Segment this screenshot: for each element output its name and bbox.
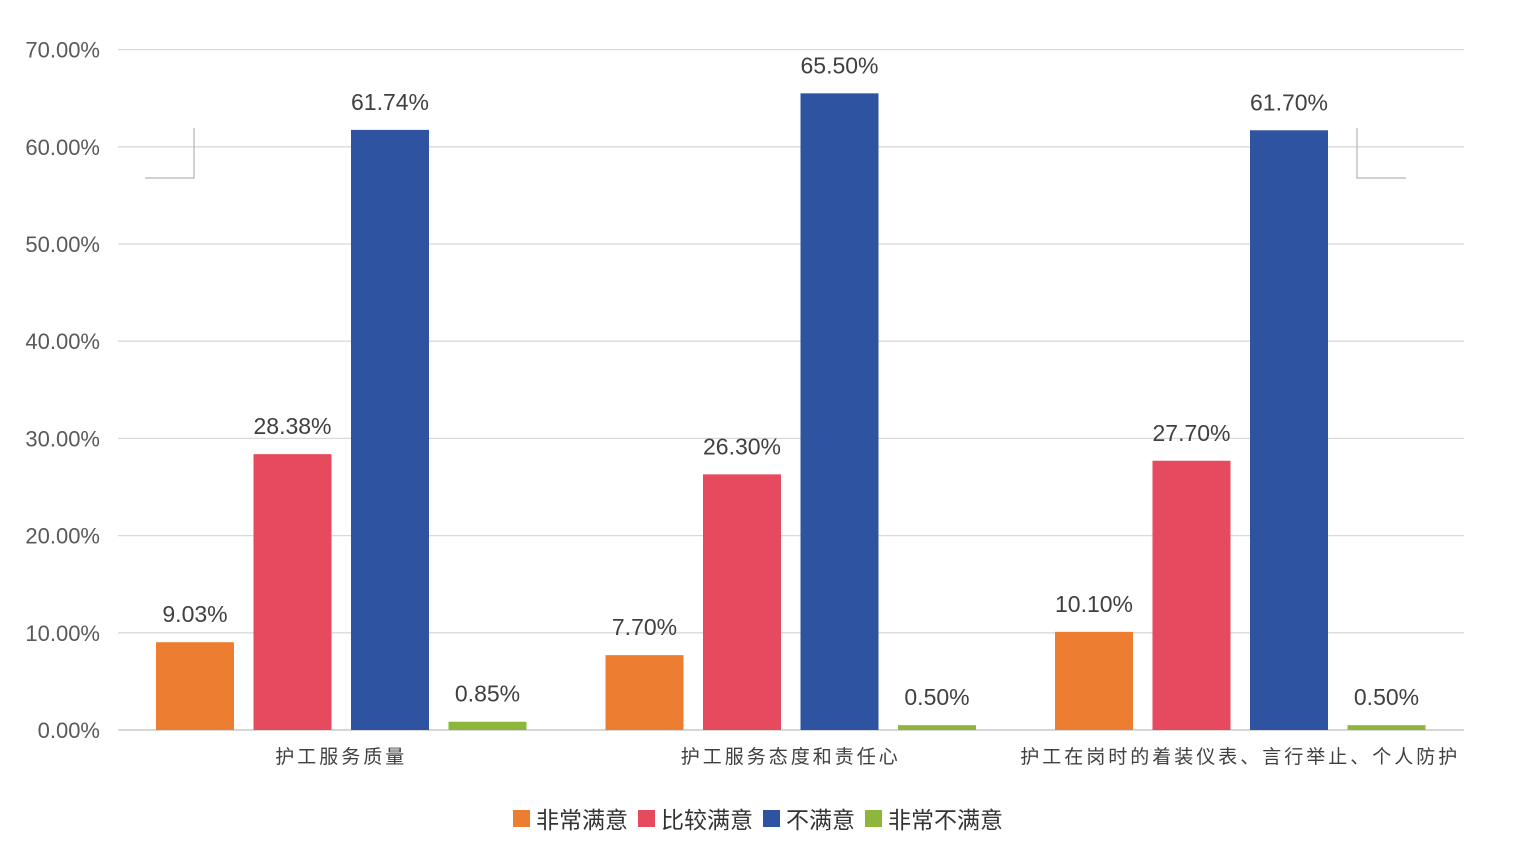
data-label: 10.10% <box>1055 591 1133 617</box>
data-label: 27.70% <box>1152 420 1230 446</box>
corner-mark-right <box>1356 128 1406 179</box>
y-axis-ticks: 0.00% 10.00% 20.00% 30.00% 40.00% 50.00% 60.00… <box>25 38 100 743</box>
data-label: 65.50% <box>800 52 878 78</box>
category-label: 护工服务态度和责任心 <box>681 746 901 768</box>
legend-item: 非常不满意 <box>865 801 1003 835</box>
legend-item: 比较满意 <box>638 801 753 835</box>
y-tick-label: 40.00% <box>25 329 100 354</box>
bars <box>156 93 1426 731</box>
legend-swatch <box>513 809 530 827</box>
bar <box>1055 631 1133 730</box>
y-tick-label: 70.00% <box>25 38 100 63</box>
gridlines <box>118 48 1464 731</box>
data-labels: 9.03% 28.38% 61.74% 0.85% 7.70% 26.30% 65.50% 0… <box>162 52 1419 710</box>
legend-swatch <box>865 809 882 827</box>
category-labels: 护工服务质量 护工服务态度和责任心 护工在岗时的着装仪表、言行举止、个人防护 <box>275 746 1460 768</box>
data-label: 26.30% <box>703 433 781 459</box>
data-label: 0.50% <box>904 684 969 710</box>
legend-label: 比较满意 <box>661 808 753 834</box>
legend-item: 不满意 <box>763 801 855 835</box>
legend-label: 不满意 <box>786 808 855 834</box>
bar <box>253 454 332 730</box>
category-label: 护工服务质量 <box>275 746 407 768</box>
bar <box>156 642 234 730</box>
data-label: 7.70% <box>612 614 677 640</box>
legend-label: 非常不满意 <box>888 808 1003 834</box>
legend-swatch <box>638 809 655 827</box>
bar <box>605 655 684 730</box>
category-label: 护工在岗时的着装仪表、言行举止、个人防护 <box>1020 746 1460 768</box>
bar <box>1347 725 1426 730</box>
bar <box>703 474 781 730</box>
y-tick-label: 20.00% <box>25 524 100 549</box>
legend-item: 非常满意 <box>513 801 628 835</box>
bar <box>898 725 976 730</box>
data-label: 28.38% <box>253 413 331 439</box>
bar <box>800 93 879 731</box>
data-label: 61.70% <box>1250 89 1328 115</box>
bar <box>351 129 429 730</box>
bar <box>1250 130 1328 730</box>
legend-swatch <box>763 809 780 827</box>
y-tick-label: 10.00% <box>25 621 100 646</box>
y-tick-label: 50.00% <box>25 232 100 257</box>
bar-chart: 0.00% 10.00% 20.00% 30.00% 40.00% 50.00% 60.00… <box>25 38 1464 768</box>
bar <box>448 721 527 730</box>
legend-label: 非常满意 <box>536 808 628 834</box>
data-label: 9.03% <box>162 601 227 627</box>
y-tick-label: 30.00% <box>25 426 100 451</box>
data-label: 0.85% <box>455 681 520 707</box>
data-label: 61.74% <box>351 89 429 115</box>
data-label: 0.50% <box>1354 684 1419 710</box>
corner-mark-left <box>145 128 195 179</box>
legend: 非常满意 比较满意 不满意 非常不满意 <box>0 800 1516 836</box>
bar <box>1152 460 1231 730</box>
y-tick-label: 60.00% <box>25 135 100 160</box>
y-tick-label: 0.00% <box>38 718 100 743</box>
corner-marks <box>145 128 1406 179</box>
